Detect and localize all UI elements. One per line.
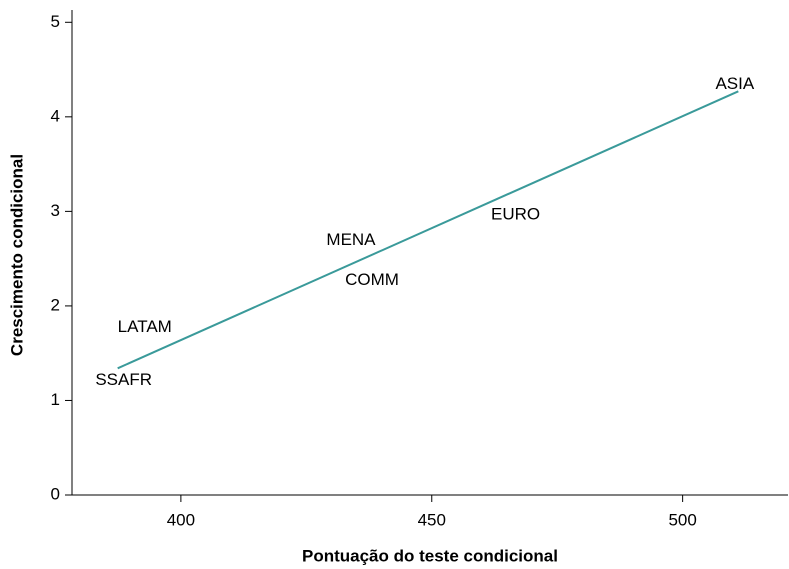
point-label: ASIA: [715, 74, 754, 93]
point-label: LATAM: [118, 317, 172, 336]
point-label: SSAFR: [95, 370, 152, 389]
y-tick-label: 3: [51, 201, 60, 220]
fit-line: [117, 90, 739, 370]
y-tick-label: 2: [51, 295, 60, 314]
y-axis-title: Crescimento condicional: [7, 154, 26, 356]
y-tick-label: 1: [51, 390, 60, 409]
point-label: EURO: [491, 205, 540, 224]
y-tick-label: 4: [51, 106, 60, 125]
x-tick-label: 400: [167, 510, 195, 529]
point-label: COMM: [345, 270, 399, 289]
x-tick-label: 500: [668, 510, 696, 529]
point-label: MENA: [326, 230, 376, 249]
y-tick-label: 5: [51, 12, 60, 31]
y-tick-label: 0: [51, 484, 60, 503]
x-axis-title: Pontuação do teste condicional: [302, 546, 558, 565]
x-tick-label: 450: [418, 510, 446, 529]
